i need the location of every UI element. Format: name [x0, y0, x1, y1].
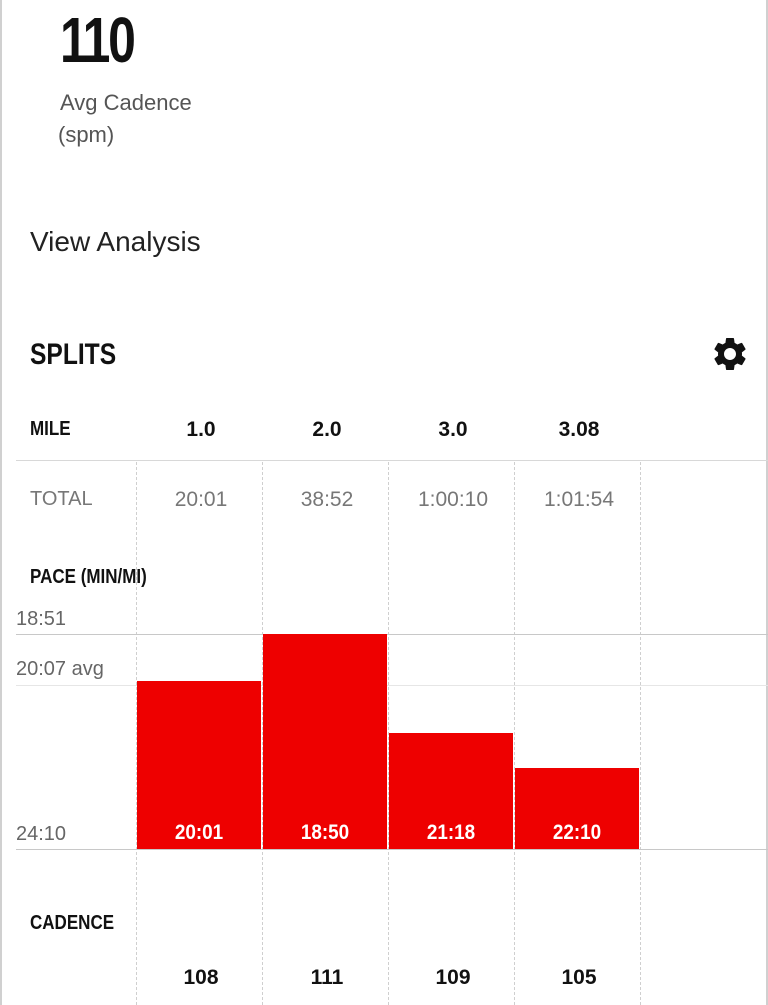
avg-cadence-value: 110 — [60, 4, 136, 76]
mile-value: 3.0 — [438, 418, 468, 441]
column-divider — [388, 462, 389, 1005]
pace-bar — [389, 733, 513, 849]
cadence-value: 105 — [561, 966, 597, 989]
mile-value: 1.0 — [186, 418, 216, 441]
avg-cadence-unit: (spm) — [58, 122, 115, 147]
pace-label: PACE (MIN/MI) — [30, 566, 147, 588]
chart-top-gridline — [16, 634, 768, 635]
gear-icon[interactable] — [710, 334, 750, 374]
avg-cadence-label: Avg Cadence — [60, 90, 192, 115]
mile-label: MILE — [30, 418, 71, 440]
cadence-value: 109 — [435, 966, 471, 989]
pace-bar-label: 22:10 — [552, 821, 602, 844]
screen-edge-left — [0, 0, 2, 1005]
total-label: TOTAL — [30, 488, 93, 510]
column-divider — [262, 462, 263, 1005]
screen-edge-right — [766, 0, 768, 1005]
mile-value: 2.0 — [312, 418, 342, 441]
total-value: 20:01 — [174, 488, 228, 511]
y-tick-label: 20:07 avg — [16, 658, 104, 680]
column-divider — [640, 462, 641, 1005]
column-divider — [136, 462, 137, 1005]
column-divider — [514, 462, 515, 1005]
total-value: 38:52 — [300, 488, 354, 511]
y-tick-label: 24:10 — [16, 823, 67, 845]
y-tick-label: 18:51 — [16, 608, 67, 630]
pace-bar-label: 18:50 — [300, 821, 350, 844]
pace-bar — [137, 681, 261, 849]
cadence-label: CADENCE — [30, 912, 115, 934]
total-value: 1:00:10 — [417, 488, 489, 511]
mile-value: 3.08 — [558, 418, 600, 441]
pace-bar — [515, 768, 639, 849]
view-analysis-link[interactable]: View Analysis — [30, 226, 201, 257]
cadence-value: 111 — [310, 966, 344, 989]
splits-title: SPLITS — [30, 338, 117, 371]
cadence-value: 108 — [183, 966, 219, 989]
chart-avg-gridline — [16, 685, 768, 686]
pace-bar-label: 21:18 — [426, 821, 476, 844]
chart-baseline — [16, 849, 768, 850]
total-value: 1:01:54 — [543, 488, 615, 511]
mile-row-divider — [16, 460, 768, 461]
pace-bar — [263, 634, 387, 849]
pace-bar-label: 20:01 — [174, 821, 224, 844]
